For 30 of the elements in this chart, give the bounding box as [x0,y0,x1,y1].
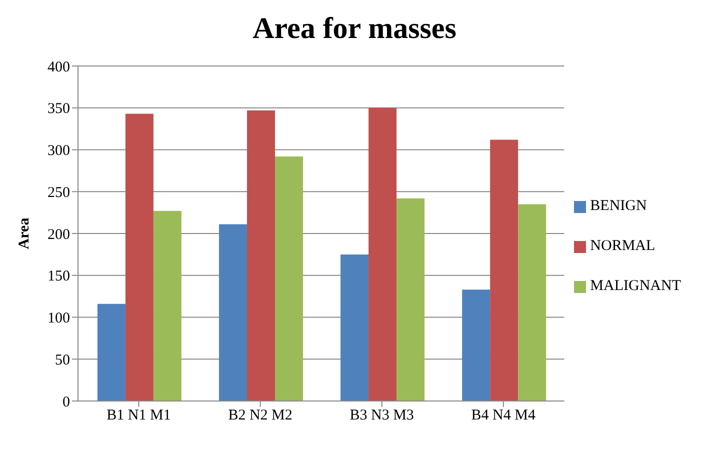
x-tick-label: B1 N1 M1 [106,408,171,424]
y-tick-label: 150 [48,268,70,285]
y-tick-label: 100 [48,310,70,327]
y-tick-label: 400 [48,59,70,76]
bar [97,304,126,401]
y-tick-label: 0 [62,394,70,410]
y-tick-label: 300 [48,143,70,160]
bar [153,210,182,401]
x-tick-label: B2 N2 M2 [228,408,292,424]
bar [218,224,247,401]
y-axis-title: Area [16,217,32,250]
bar [490,140,518,401]
x-tick-label: B4 N4 M4 [471,408,536,424]
x-tick-label: B3 N3 M3 [350,408,414,424]
bar [246,110,275,401]
bar [462,290,490,401]
chart-title: Area for masses [252,12,458,47]
legend-label: BENIGN [590,198,647,214]
bar [125,114,154,401]
y-tick-label: 250 [48,184,70,201]
y-tick-label: 200 [48,226,70,243]
y-tick-label: 50 [55,352,70,368]
bar [518,204,546,401]
y-tick-label: 350 [48,101,70,118]
bar [274,156,303,401]
legend-label: MALIGNANT [590,278,681,294]
bar [340,254,369,401]
legend-label: NORMAL [590,238,656,254]
bar [368,108,397,401]
bar [396,198,425,401]
